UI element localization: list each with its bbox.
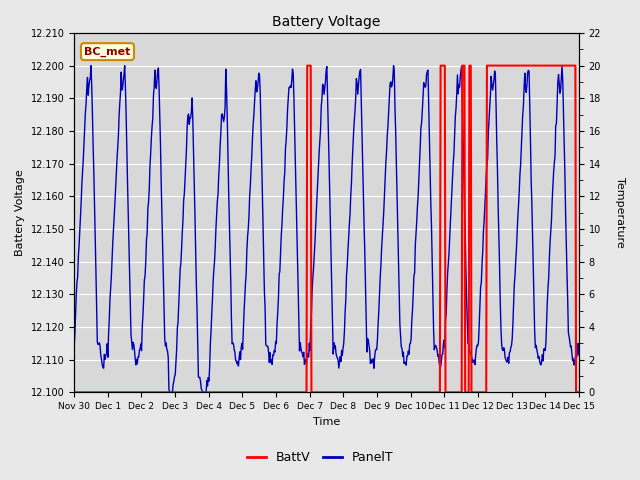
Legend: BattV, PanelT: BattV, PanelT: [242, 446, 398, 469]
Text: BC_met: BC_met: [84, 47, 131, 57]
Y-axis label: Temperature: Temperature: [615, 177, 625, 248]
X-axis label: Time: Time: [313, 417, 340, 427]
Y-axis label: Battery Voltage: Battery Voltage: [15, 169, 25, 256]
Title: Battery Voltage: Battery Voltage: [273, 15, 381, 29]
